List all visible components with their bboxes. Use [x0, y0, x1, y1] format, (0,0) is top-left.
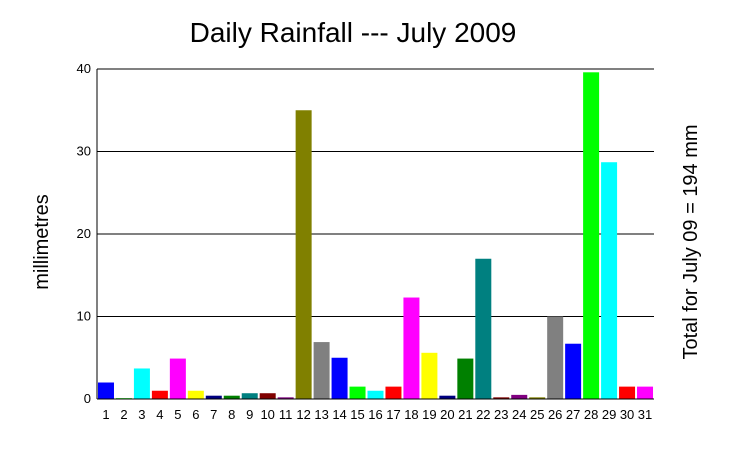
x-tick-label: 8 [228, 407, 235, 422]
x-tick-label: 15 [350, 407, 364, 422]
bar-day-27 [565, 343, 582, 399]
bar-day-18 [403, 297, 420, 399]
y-tick-label: 0 [84, 391, 91, 406]
bar-day-21 [457, 358, 474, 399]
bar-day-11 [277, 397, 294, 399]
bar-day-3 [133, 368, 150, 399]
x-tick-label: 31 [638, 407, 652, 422]
bars [97, 72, 654, 400]
y-tick-label: 30 [77, 144, 91, 159]
bar-day-17 [385, 386, 402, 399]
x-tick-label: 29 [602, 407, 616, 422]
bar-day-16 [367, 390, 384, 399]
bar-day-23 [493, 397, 510, 399]
x-tick-label: 12 [296, 407, 310, 422]
x-tick-label: 1 [102, 407, 109, 422]
x-tick-label: 22 [476, 407, 490, 422]
x-tick-label: 20 [440, 407, 454, 422]
bar-day-20 [439, 395, 456, 399]
bar-day-6 [187, 390, 204, 399]
y-axis-label: millimetres [31, 194, 53, 290]
bar-day-13 [313, 342, 330, 399]
x-tick-label: 2 [120, 407, 127, 422]
bar-day-30 [619, 386, 636, 399]
x-tick-label: 24 [512, 407, 526, 422]
x-tick-label: 18 [404, 407, 418, 422]
bar-day-12 [295, 110, 312, 399]
y-tick-labels: 0 10 20 30 40 [77, 61, 91, 406]
x-tick-label: 21 [458, 407, 472, 422]
bar-day-26 [547, 316, 564, 399]
bar-day-10 [259, 393, 276, 399]
x-tick-label: 4 [156, 407, 163, 422]
x-tick-label: 10 [260, 407, 274, 422]
y-tick-label: 20 [77, 226, 91, 241]
x-tick-label: 7 [210, 407, 217, 422]
x-tick-label: 9 [246, 407, 253, 422]
y-tick-label: 10 [77, 309, 91, 324]
y-tick-label: 40 [77, 61, 91, 76]
x-tick-label: 5 [174, 407, 181, 422]
bar-day-19 [421, 352, 438, 399]
x-tick-label: 25 [530, 407, 544, 422]
bar-day-15 [349, 386, 366, 399]
x-tick-label: 27 [566, 407, 580, 422]
chart-title: Daily Rainfall --- July 2009 [190, 17, 517, 48]
x-tick-label: 16 [368, 407, 382, 422]
total-label: Total for July 09 = 194 mm [680, 124, 702, 359]
x-tick-label: 23 [494, 407, 508, 422]
bar-day-22 [475, 258, 492, 399]
bar-day-5 [169, 358, 186, 399]
bar-day-14 [331, 357, 348, 399]
bar-day-24 [511, 394, 528, 399]
x-tick-label: 11 [279, 407, 293, 422]
bar-day-8 [223, 395, 240, 399]
bar-day-9 [241, 393, 258, 399]
bar-day-29 [601, 162, 618, 399]
bar-day-31 [637, 386, 654, 399]
x-tick-label: 19 [422, 407, 436, 422]
x-tick-label: 30 [620, 407, 634, 422]
bar-day-28 [583, 72, 600, 400]
x-tick-label: 17 [386, 407, 400, 422]
gridlines [97, 68, 654, 317]
bar-day-4 [151, 390, 168, 399]
x-tick-label: 13 [314, 407, 328, 422]
bar-day-25 [529, 397, 546, 399]
bar-day-1 [97, 382, 114, 399]
bar-day-7 [205, 395, 222, 399]
x-tick-label: 26 [548, 407, 562, 422]
x-tick-label: 6 [192, 407, 199, 422]
x-tick-label: 3 [138, 407, 145, 422]
x-tick-label: 28 [584, 407, 598, 422]
x-tick-label: 14 [332, 407, 346, 422]
x-tick-labels: 1 2 3 4 5 6 7 8 9 10 11 12 13 14 15 16 17 18 19 20 21 22 23 24 2… [102, 407, 652, 422]
